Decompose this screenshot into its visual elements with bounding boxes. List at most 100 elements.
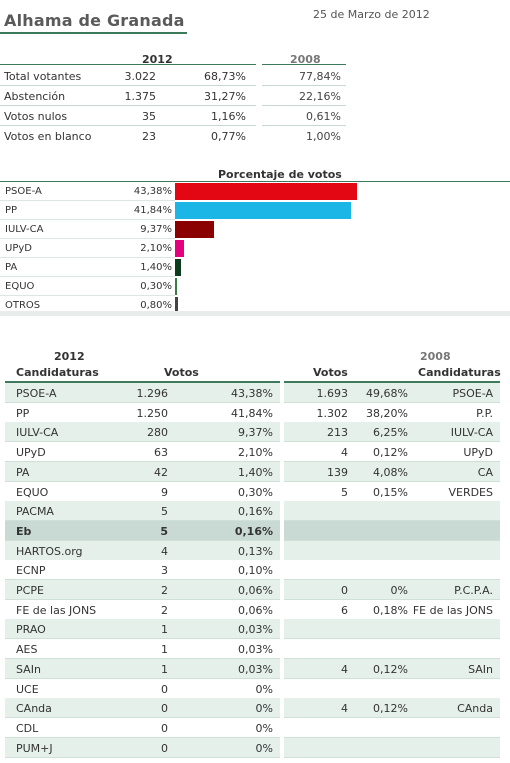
row-divider-prev	[284, 441, 500, 443]
row-background-prev	[284, 619, 500, 639]
chart-category-label: IULV-CA	[5, 224, 44, 235]
summary-divider	[0, 125, 256, 126]
row-divider	[5, 638, 280, 640]
row-divider-prev	[284, 618, 500, 620]
row-background-prev	[284, 540, 500, 560]
summary-value: 3.022	[124, 70, 157, 83]
row-background-prev	[284, 402, 500, 422]
chart-row: UPyD 2,10%	[0, 239, 510, 258]
row-background-prev	[284, 383, 500, 402]
party-votes-prev: 0	[341, 584, 348, 597]
row-background	[5, 698, 280, 718]
summary-divider	[0, 105, 256, 106]
row-divider	[5, 697, 280, 699]
chart-category-label: OTROS	[5, 300, 41, 311]
party-pct: 0,10%	[238, 564, 273, 578]
row-background-prev	[284, 678, 500, 698]
row-divider	[5, 500, 280, 502]
chart-row-divider	[0, 238, 175, 239]
party-votes: 9	[161, 485, 168, 499]
chart-row-divider	[0, 219, 175, 220]
table-row: CDL 0 0%	[0, 717, 510, 738]
row-background	[5, 520, 280, 540]
party-votes: 5	[160, 524, 168, 538]
results-year-previous: 2008	[420, 350, 451, 363]
table-row: ECNP 3 0,10%	[0, 560, 510, 581]
chart-category-label: PP	[5, 205, 18, 216]
party-pct-prev: 0,18%	[373, 603, 408, 617]
table-row: CAnda 0 0% 4 0,12% CAnda	[0, 698, 510, 719]
row-divider	[5, 559, 280, 561]
chart-category-label: PSOE-A	[5, 186, 42, 197]
party-votes: 2	[161, 603, 168, 617]
party-name-prev: CA	[477, 465, 493, 479]
party-name-prev: SAIn	[468, 662, 493, 676]
row-background-prev	[284, 560, 500, 580]
party-name-prev: PSOE-A	[452, 387, 493, 400]
party-votes: 1	[161, 623, 168, 637]
party-name: UPyD	[16, 446, 46, 460]
summary-divider-prev	[262, 105, 346, 106]
row-background	[5, 461, 280, 481]
row-background	[5, 383, 280, 402]
chart-value-label: 41,84%	[133, 205, 172, 216]
party-pct-prev: 0,12%	[373, 662, 408, 676]
summary-year-previous: 2008	[290, 53, 321, 66]
summary-divider-prev	[262, 125, 346, 126]
header-votos-prev: Votos	[313, 366, 348, 379]
table-row: EQUO 9 0,30% 5 0,15% VERDES	[0, 481, 510, 502]
row-background-prev	[284, 580, 500, 599]
chart-header-rule	[0, 181, 510, 182]
table-row: PRAO 1 0,03%	[0, 619, 510, 640]
party-pct: 43,38%	[231, 387, 273, 400]
chart-bar	[175, 259, 181, 276]
party-votes-prev: 5	[341, 485, 348, 499]
party-name: PUM+J	[16, 741, 53, 755]
chart-bottom-band	[0, 311, 510, 316]
party-pct-prev: 49,68%	[366, 387, 408, 400]
row-divider-prev	[284, 677, 500, 679]
summary-label: Votos nulos	[4, 110, 68, 123]
page-title: Alhama de Granada	[4, 11, 185, 30]
party-votes: 42	[154, 465, 168, 479]
party-pct-prev: 6,25%	[373, 426, 408, 440]
party-name: CAnda	[16, 702, 52, 716]
party-name-prev: P.P.	[476, 406, 493, 420]
row-background	[5, 717, 280, 737]
table-row: PUM+J 0 0%	[0, 737, 510, 758]
party-votes: 2	[161, 584, 168, 597]
party-name-prev: CAnda	[457, 702, 493, 716]
chart-row: EQUO 0,30%	[0, 277, 510, 296]
party-votes: 0	[161, 721, 168, 735]
table-row: PCPE 2 0,06% 0 0% P.C.P.A.	[0, 580, 510, 600]
row-divider	[5, 441, 280, 443]
summary-value: 1.375	[124, 90, 157, 103]
row-background	[5, 501, 280, 521]
party-pct: 1,40%	[238, 465, 273, 479]
row-background-prev	[284, 698, 500, 718]
party-name: CDL	[16, 721, 39, 735]
party-name: Eb	[16, 524, 32, 538]
party-name: ECNP	[16, 564, 46, 578]
row-background-prev	[284, 639, 500, 659]
party-name: PCPE	[16, 584, 44, 597]
table-row: UCE 0 0%	[0, 678, 510, 699]
party-name: SAIn	[16, 662, 41, 676]
row-background	[5, 619, 280, 639]
row-divider-prev	[284, 697, 500, 699]
row-background	[5, 560, 280, 580]
summary-value: 23	[142, 130, 156, 143]
election-date: 25 de Marzo de 2012	[313, 8, 430, 21]
party-name: FE de las JONS	[16, 603, 97, 617]
table-row: SAIn 1 0,03% 4 0,12% SAIn	[0, 658, 510, 679]
party-pct: 0,30%	[238, 485, 273, 499]
row-divider-prev	[284, 559, 500, 561]
chart-value-label: 0,30%	[140, 281, 172, 292]
row-background	[5, 481, 280, 501]
party-pct-prev: 0,15%	[373, 485, 408, 499]
row-background-prev	[284, 737, 500, 757]
party-votes-prev: 1.693	[316, 387, 349, 400]
row-divider-prev	[284, 421, 500, 423]
chart-row: IULV-CA 9,37%	[0, 220, 510, 239]
row-background	[5, 737, 280, 757]
